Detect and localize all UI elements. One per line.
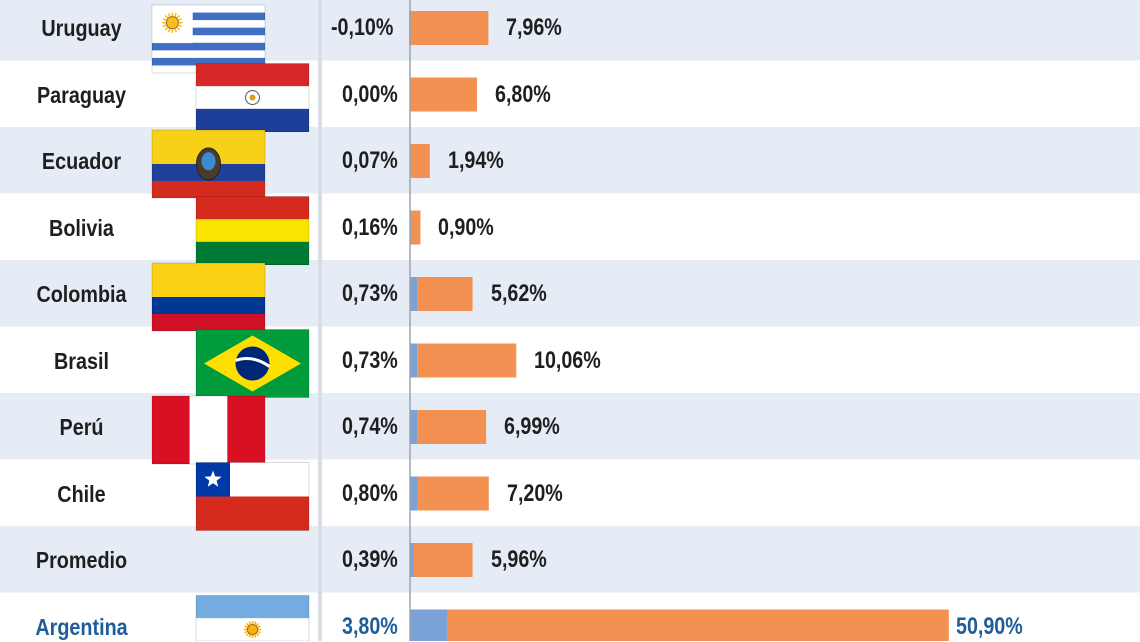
value-label-right-peru: 6,99% [504, 412, 560, 442]
value-label-left-ecuador: 0,07% [342, 146, 398, 176]
value-label-right-brasil: 10,06% [534, 346, 601, 376]
flag-stripe [152, 181, 265, 198]
value-label-right-ecuador: 1,94% [448, 146, 504, 176]
country-label-colombia: Colombia [11, 279, 151, 309]
bar-orange-bolivia [412, 211, 421, 245]
bar-orange-uruguay [410, 11, 488, 45]
value-label-left-bolivia: 0,16% [342, 213, 398, 243]
flag-stripe [227, 396, 265, 464]
flag-peru-icon [152, 396, 265, 464]
bar-blue-colombia [410, 277, 417, 311]
flag-ecuador-icon [152, 130, 265, 198]
country-label-argentina: Argentina [11, 612, 151, 642]
flag-chile-icon [196, 463, 309, 531]
sun-disc [248, 625, 258, 635]
bar-orange-paraguay [410, 78, 477, 112]
flag-brasil-icon [196, 330, 309, 398]
country-label-promedio: Promedio [11, 545, 151, 575]
flag-stripe [152, 43, 265, 51]
flag-stripe [152, 50, 265, 58]
bar-orange-colombia [417, 277, 472, 311]
flag-stripe [196, 109, 309, 132]
row-band-bolivia [0, 194, 1140, 261]
value-label-right-promedio: 5,96% [491, 545, 547, 575]
value-label-left-brasil: 0,73% [342, 346, 398, 376]
flag-stripe [152, 263, 265, 297]
bar-blue-brasil [410, 344, 417, 378]
flag-colombia-icon [152, 263, 265, 331]
value-label-left-chile: 0,80% [342, 479, 398, 509]
flag-stripe [196, 596, 309, 619]
row-band-chile [0, 460, 1140, 527]
flag-stripe [196, 64, 309, 87]
value-label-left-uruguay: -0,10% [331, 13, 393, 43]
value-label-right-paraguay: 6,80% [495, 80, 551, 110]
bar-orange-chile [418, 477, 489, 511]
flag-bolivia-icon [196, 197, 309, 266]
bar-orange-argentina [447, 610, 948, 642]
coat-of-arms-shield [202, 152, 216, 170]
flag-stripe [196, 197, 309, 220]
country-label-ecuador: Ecuador [11, 146, 151, 176]
country-label-paraguay: Paraguay [11, 80, 151, 110]
flag-argentina-icon [196, 596, 309, 642]
flag-stripe [152, 396, 190, 464]
value-label-left-promedio: 0,39% [342, 545, 398, 575]
flag-stripe [152, 297, 265, 314]
sun-disc [166, 17, 178, 29]
country-label-brasil: Brasil [11, 346, 151, 376]
label-column-separator [318, 0, 322, 641]
value-label-right-bolivia: 0,90% [438, 213, 494, 243]
flag-stripe [196, 219, 309, 242]
country-label-chile: Chile [11, 479, 151, 509]
flag-stripe [190, 396, 228, 464]
bar-orange-peru [417, 410, 486, 444]
value-label-right-uruguay: 7,96% [506, 13, 562, 43]
value-label-right-colombia: 5,62% [491, 279, 547, 309]
flag-paraguay-icon [196, 64, 309, 133]
flag-stripe [196, 242, 309, 265]
flag-stripe [152, 314, 265, 331]
seal-star [250, 95, 256, 101]
value-label-left-argentina: 3,80% [342, 612, 398, 642]
value-label-left-paraguay: 0,00% [342, 80, 398, 110]
country-label-uruguay: Uruguay [11, 13, 151, 43]
country-label-bolivia: Bolivia [11, 213, 151, 243]
bar-blue-peru [410, 410, 417, 444]
bar-orange-ecuador [411, 144, 430, 178]
bar-orange-promedio [414, 543, 473, 577]
bar-blue-argentina [410, 610, 447, 642]
value-label-left-colombia: 0,73% [342, 279, 398, 309]
value-label-left-peru: 0,74% [342, 412, 398, 442]
row-band-promedio [0, 526, 1140, 593]
value-label-right-chile: 7,20% [507, 479, 563, 509]
country-label-peru: Perú [11, 412, 151, 442]
flag-stripe [196, 497, 309, 531]
bar-orange-brasil [417, 344, 516, 378]
bar-blue-chile [410, 477, 418, 511]
value-label-right-argentina: 50,90% [956, 612, 1023, 642]
